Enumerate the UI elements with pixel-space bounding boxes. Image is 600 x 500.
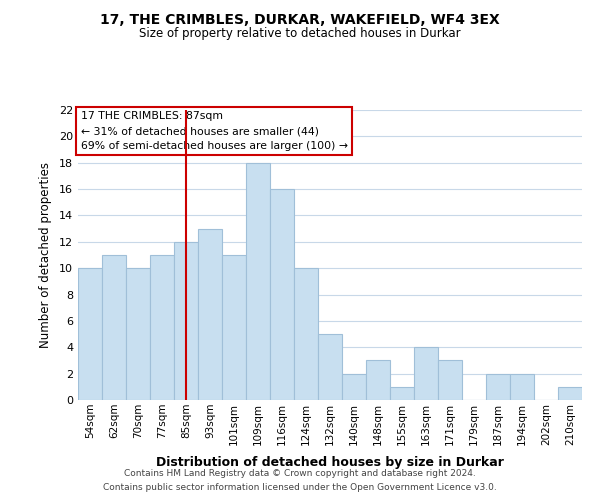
Bar	[366, 360, 390, 400]
Y-axis label: Number of detached properties: Number of detached properties	[39, 162, 52, 348]
Text: Contains public sector information licensed under the Open Government Licence v3: Contains public sector information licen…	[103, 484, 497, 492]
Text: 17 THE CRIMBLES: 87sqm
← 31% of detached houses are smaller (44)
69% of semi-det: 17 THE CRIMBLES: 87sqm ← 31% of detached…	[80, 112, 347, 151]
Bar	[294, 268, 318, 400]
Bar	[414, 348, 438, 400]
Bar	[486, 374, 510, 400]
Bar	[246, 162, 270, 400]
Text: Size of property relative to detached houses in Durkar: Size of property relative to detached ho…	[139, 28, 461, 40]
Bar	[558, 387, 582, 400]
X-axis label: Distribution of detached houses by size in Durkar: Distribution of detached houses by size …	[156, 456, 504, 469]
Bar	[150, 255, 174, 400]
Bar	[510, 374, 534, 400]
Bar	[390, 387, 414, 400]
Bar	[438, 360, 462, 400]
Bar	[270, 189, 294, 400]
Bar	[198, 228, 222, 400]
Bar	[342, 374, 366, 400]
Bar	[318, 334, 342, 400]
Bar	[78, 268, 102, 400]
Bar	[222, 255, 246, 400]
Bar	[126, 268, 150, 400]
Bar	[102, 255, 126, 400]
Text: 17, THE CRIMBLES, DURKAR, WAKEFIELD, WF4 3EX: 17, THE CRIMBLES, DURKAR, WAKEFIELD, WF4…	[100, 12, 500, 26]
Text: Contains HM Land Registry data © Crown copyright and database right 2024.: Contains HM Land Registry data © Crown c…	[124, 468, 476, 477]
Bar	[174, 242, 198, 400]
